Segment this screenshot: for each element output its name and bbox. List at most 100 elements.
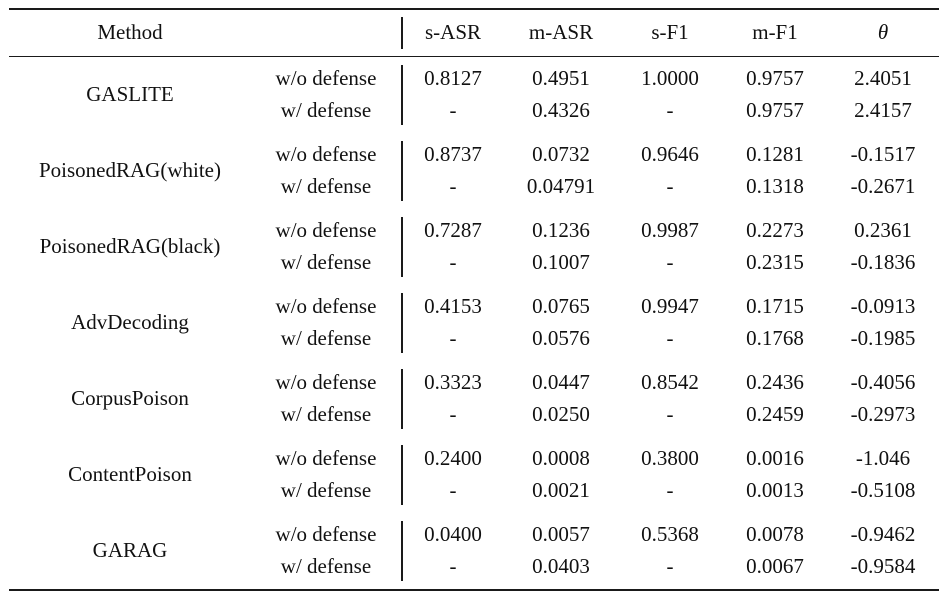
- cell-s-asr: -: [401, 398, 505, 437]
- cell-value: -: [449, 554, 457, 578]
- cell-m-f1: 0.0016: [746, 446, 804, 470]
- cell-value: -: [449, 98, 457, 122]
- cell-m-f1: 0.2459: [746, 402, 804, 426]
- defense-setting: w/o defense: [275, 446, 377, 470]
- cell-s-asr: 0.3323: [401, 361, 505, 399]
- cell-value: 0.2400: [424, 446, 482, 470]
- header-m-asr: m-ASR: [528, 20, 594, 45]
- column-divider: [401, 64, 403, 95]
- cell-s-asr: -: [401, 474, 505, 513]
- cell-value: 0.3323: [424, 370, 482, 394]
- defense-setting: w/ defense: [280, 174, 372, 198]
- table-row: w/ defense - 0.04791 - 0.1318 -0.2671: [9, 170, 939, 209]
- cell-m-f1: 0.2315: [746, 250, 804, 274]
- table-row: AdvDecoding w/o defense 0.4153 0.0765 0.9947…: [9, 285, 939, 334]
- cell-m-asr: 0.0250: [532, 402, 590, 426]
- method-group: ContentPoison w/o defense 0.2400 0.0008 0.38…: [9, 437, 939, 513]
- defense-setting: w/ defense: [280, 554, 372, 578]
- cell-m-asr: 0.0576: [532, 326, 590, 350]
- defense-setting: w/ defense: [280, 326, 372, 350]
- cell-theta: -0.9462: [850, 522, 916, 546]
- cell-m-f1: 0.9757: [746, 66, 804, 90]
- defense-setting: w/o defense: [275, 142, 377, 166]
- column-divider: [401, 246, 403, 277]
- defense-setting: w/o defense: [275, 522, 377, 546]
- cell-s-asr: 0.4153: [401, 285, 505, 323]
- column-divider: [401, 94, 403, 125]
- cell-m-asr: 0.0008: [532, 446, 590, 470]
- column-divider: [401, 520, 403, 551]
- defense-setting: w/o defense: [275, 218, 377, 242]
- cell-value: 0.4153: [424, 294, 482, 318]
- column-divider: [401, 292, 403, 323]
- method-name: GASLITE: [86, 82, 174, 106]
- table-row: GARAG w/o defense 0.0400 0.0057 0.5368 0.0078…: [9, 513, 939, 562]
- column-divider: [401, 322, 403, 353]
- method-name: ContentPoison: [68, 462, 192, 486]
- cell-m-f1: 0.0067: [746, 554, 804, 578]
- cell-theta: -0.1985: [850, 326, 916, 350]
- column-divider: [401, 474, 403, 505]
- header-theta: θ: [877, 20, 889, 45]
- defense-setting: w/ defense: [280, 98, 372, 122]
- method-group: GARAG w/o defense 0.0400 0.0057 0.5368 0.0078…: [9, 513, 939, 590]
- defense-setting: w/ defense: [280, 250, 372, 274]
- cell-s-f1: 0.8542: [641, 370, 699, 394]
- cell-m-f1: 0.0078: [746, 522, 804, 546]
- table-header: Method s-ASR m-ASR s-F1 m-F1 θ: [9, 9, 939, 56]
- column-divider: [401, 444, 403, 475]
- header-s-asr-label: s-ASR: [424, 20, 482, 45]
- cell-value: 0.8737: [424, 142, 482, 166]
- column-divider: [401, 170, 403, 201]
- cell-theta: 2.4051: [854, 66, 912, 90]
- header-row: Method s-ASR m-ASR s-F1 m-F1 θ: [9, 9, 939, 56]
- cell-s-asr: 0.7287: [401, 209, 505, 247]
- cell-m-f1: 0.1318: [746, 174, 804, 198]
- cell-s-f1: -: [666, 174, 674, 198]
- cell-m-f1: 0.1281: [746, 142, 804, 166]
- cell-value: -: [449, 402, 457, 426]
- column-divider: [401, 17, 403, 49]
- header-m-f1: m-F1: [752, 20, 798, 45]
- table-row: w/ defense - 0.4326 - 0.9757 2.4157: [9, 94, 939, 133]
- column-divider: [401, 368, 403, 399]
- table-row: ContentPoison w/o defense 0.2400 0.0008 0.38…: [9, 437, 939, 486]
- method-group: PoisonedRAG(white) w/o defense 0.8737 0.073…: [9, 133, 939, 209]
- cell-m-f1: 0.0013: [746, 478, 804, 502]
- cell-s-asr: 0.2400: [401, 437, 505, 475]
- cell-theta: -1.046: [855, 446, 911, 470]
- cell-s-f1: -: [666, 98, 674, 122]
- cell-s-asr: 0.8127: [401, 56, 505, 95]
- cell-s-f1: 0.9947: [641, 294, 699, 318]
- defense-setting: w/o defense: [275, 294, 377, 318]
- cell-theta: -0.9584: [850, 554, 916, 578]
- cell-m-asr: 0.1236: [532, 218, 590, 242]
- cell-value: -: [449, 478, 457, 502]
- cell-s-f1: 0.9987: [641, 218, 699, 242]
- cell-m-asr: 0.4326: [532, 98, 590, 122]
- table-row: w/ defense - 0.0403 - 0.0067 -0.9584: [9, 550, 939, 590]
- header-s-asr: s-ASR: [401, 9, 505, 56]
- table-row: w/ defense - 0.1007 - 0.2315 -0.1836: [9, 246, 939, 285]
- method-name: PoisonedRAG(white): [39, 158, 221, 182]
- column-divider: [401, 216, 403, 247]
- defense-setting: w/ defense: [280, 478, 372, 502]
- cell-m-asr: 0.4951: [532, 66, 590, 90]
- cell-s-asr: 0.8737: [401, 133, 505, 171]
- cell-s-asr: -: [401, 550, 505, 590]
- cell-value: -: [449, 250, 457, 274]
- defense-setting: w/o defense: [275, 370, 377, 394]
- column-divider: [401, 550, 403, 581]
- cell-s-asr: -: [401, 322, 505, 361]
- cell-theta: -0.1517: [850, 142, 916, 166]
- cell-s-f1: -: [666, 478, 674, 502]
- cell-m-f1: 0.2273: [746, 218, 804, 242]
- column-divider: [401, 398, 403, 429]
- cell-m-asr: 0.0732: [532, 142, 590, 166]
- cell-m-asr: 0.0765: [532, 294, 590, 318]
- cell-s-f1: -: [666, 554, 674, 578]
- cell-value: 0.7287: [424, 218, 482, 242]
- header-s-f1: s-F1: [651, 20, 689, 45]
- method-group: AdvDecoding w/o defense 0.4153 0.0765 0.9947…: [9, 285, 939, 361]
- cell-s-asr: -: [401, 246, 505, 285]
